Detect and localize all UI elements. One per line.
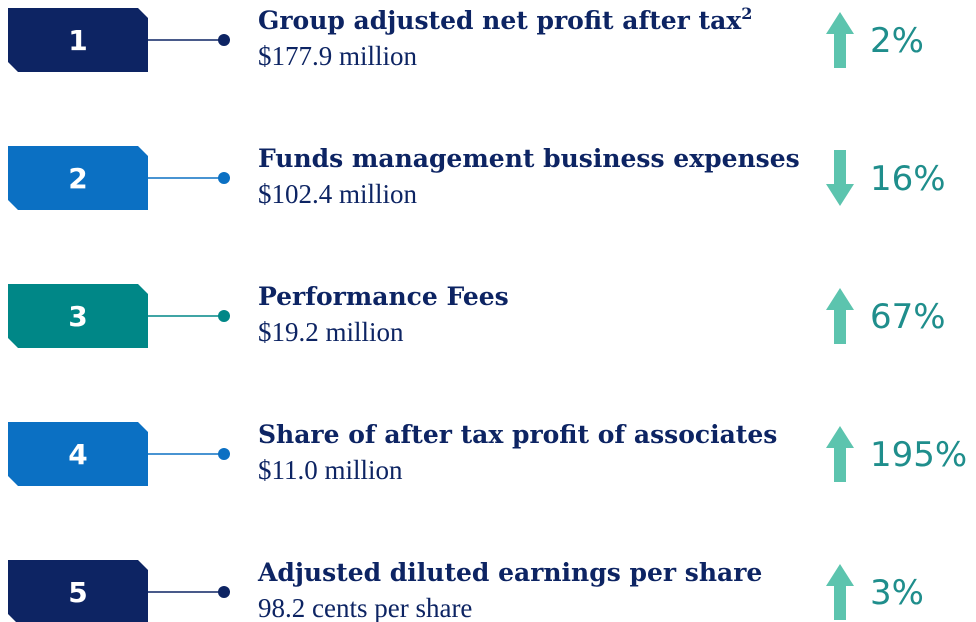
item-number: 5 (68, 576, 87, 609)
title-text: Funds management business expenses (258, 144, 800, 173)
change-value: 16% (870, 159, 946, 199)
change-value: 67% (870, 297, 946, 337)
item-title: Group adjusted net profit after tax2 (258, 4, 752, 35)
change-value: 195% (870, 435, 967, 475)
change-value: 3% (870, 573, 924, 613)
item-value: $102.4 million (258, 179, 418, 209)
item-row: 2 Funds management business expenses $102.… (8, 144, 946, 210)
item-row: 5 Adjusted diluted earnings per share 98.2… (8, 558, 924, 622)
item-number: 2 (68, 162, 87, 195)
footnote-mark: 2 (741, 4, 752, 23)
item-title: Adjusted diluted earnings per share (257, 558, 762, 587)
trend-arrow (826, 150, 854, 206)
item-number: 3 (68, 300, 87, 333)
title-text: Performance Fees (258, 282, 509, 311)
connector-dot (218, 448, 230, 460)
title-text: Share of after tax profit of associates (258, 420, 777, 449)
trend-arrow (826, 426, 854, 482)
connector-dot (218, 34, 230, 46)
number-badge (8, 284, 148, 348)
number-badge (8, 146, 148, 210)
number-badge (8, 8, 148, 72)
title-text: Adjusted diluted earnings per share (257, 558, 762, 587)
connector-dot (218, 586, 230, 598)
item-title: Share of after tax profit of associates (258, 420, 777, 449)
item-value: $177.9 million (258, 41, 418, 71)
trend-arrow (826, 288, 854, 344)
item-value: $11.0 million (258, 455, 403, 485)
trend-arrow (826, 12, 854, 68)
title-text: Group adjusted net profit after tax (258, 6, 742, 35)
item-row: 4 Share of after tax profit of associates… (8, 420, 967, 486)
item-number: 1 (68, 24, 87, 57)
item-row: 1 Group adjusted net profit after tax2 $17… (8, 4, 924, 72)
connector-dot (218, 172, 230, 184)
change-value: 2% (870, 21, 924, 61)
connector-dot (218, 310, 230, 322)
number-badge (8, 422, 148, 486)
item-title: Performance Fees (258, 282, 509, 311)
number-badge (8, 560, 148, 622)
item-value: $19.2 million (258, 317, 404, 347)
item-title: Funds management business expenses (258, 144, 800, 173)
item-value: 98.2 cents per share (258, 593, 472, 622)
item-number: 4 (68, 438, 87, 471)
item-row: 3 Performance Fees $19.2 million 67% (8, 282, 946, 348)
trend-arrow (826, 564, 854, 620)
